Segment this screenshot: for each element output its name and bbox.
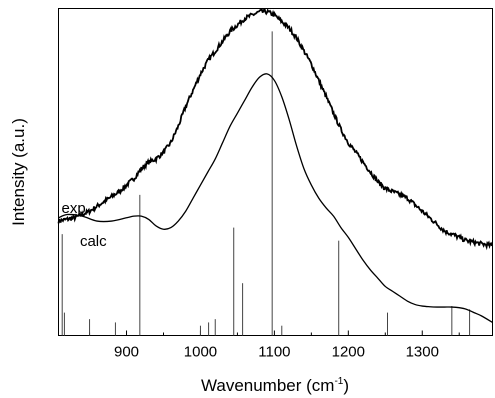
plot-frame <box>58 8 493 336</box>
x-axis-title-superscript: -1 <box>334 376 343 387</box>
x-axis-title-end: ) <box>343 376 349 395</box>
exp-line <box>57 7 493 251</box>
stick-spectrum <box>61 31 471 336</box>
series-labels: exp calc <box>62 200 108 250</box>
x-tick-label: 1100 <box>258 344 290 361</box>
x-tick-label: 1200 <box>332 344 365 361</box>
y-axis-title: Intensity (a.u.) <box>9 118 28 226</box>
x-ticks: 900 1000 1100 1200 1300 <box>89 330 460 361</box>
x-tick-label: 900 <box>114 344 139 361</box>
x-axis-title-main: Wavenumber (cm <box>201 376 335 395</box>
series-label-exp: exp <box>62 200 86 217</box>
series-label-calc: calc <box>80 233 107 250</box>
x-axis-title: Wavenumber (cm-1) <box>201 376 349 395</box>
x-tick-label: 1000 <box>184 344 217 361</box>
calc-line <box>58 73 493 323</box>
x-tick-label: 1300 <box>406 344 439 361</box>
